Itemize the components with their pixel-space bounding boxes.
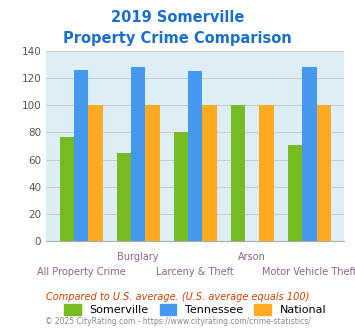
Bar [288, 145, 302, 241]
Bar [231, 105, 245, 241]
Text: Property Crime Comparison: Property Crime Comparison [63, 31, 292, 46]
Bar [202, 105, 217, 241]
Bar [317, 105, 331, 241]
Bar [145, 105, 160, 241]
Bar [74, 70, 88, 241]
Text: Motor Vehicle Theft: Motor Vehicle Theft [262, 267, 355, 278]
Text: Burglary: Burglary [118, 252, 159, 262]
Bar [88, 105, 103, 241]
Bar [260, 105, 274, 241]
Legend: Somerville, Tennessee, National: Somerville, Tennessee, National [59, 300, 331, 320]
Bar [188, 72, 202, 241]
Bar [60, 137, 74, 241]
Text: 2019 Somerville: 2019 Somerville [111, 10, 244, 25]
Text: Larceny & Theft: Larceny & Theft [156, 267, 234, 278]
Bar [302, 67, 317, 241]
Text: © 2025 CityRating.com - https://www.cityrating.com/crime-statistics/: © 2025 CityRating.com - https://www.city… [45, 317, 310, 326]
Bar [117, 153, 131, 241]
Text: All Property Crime: All Property Crime [37, 267, 125, 278]
Bar [131, 67, 145, 241]
Bar [174, 132, 188, 241]
Text: Arson: Arson [239, 252, 266, 262]
Text: Compared to U.S. average. (U.S. average equals 100): Compared to U.S. average. (U.S. average … [46, 292, 309, 302]
